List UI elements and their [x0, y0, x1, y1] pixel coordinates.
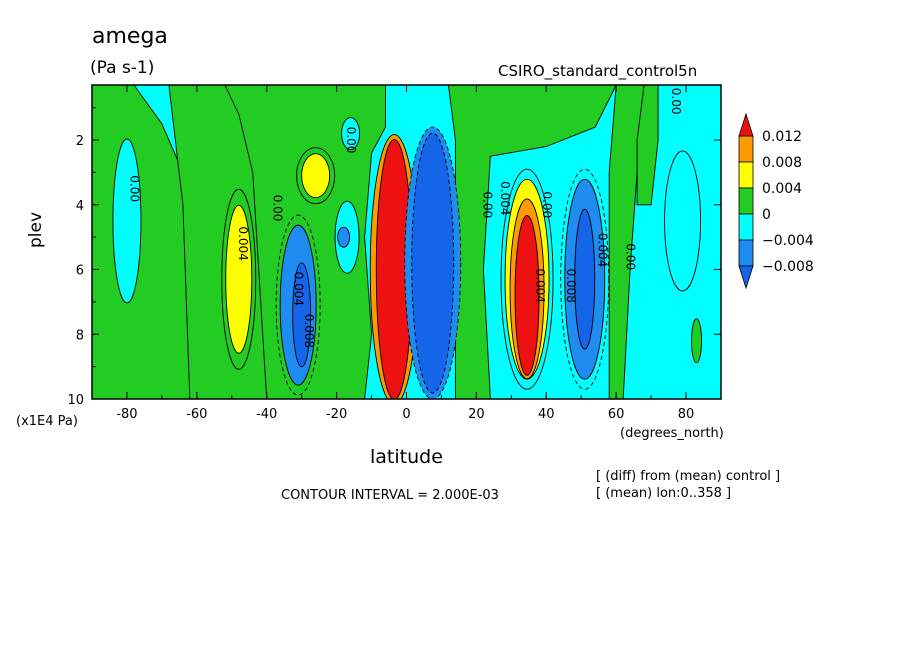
contour-label: 0.004 [596, 233, 610, 267]
lightblue-spot [337, 226, 351, 248]
x-tick-label: -20 [326, 407, 347, 422]
contour-label: 0.00 [540, 191, 554, 218]
contour-label: 0.00 [669, 88, 683, 115]
y-tick-label: 6 [76, 264, 84, 279]
chart-units: (Pa s-1) [90, 58, 155, 78]
contour-label: 0.004 [533, 269, 547, 303]
x-tick-label: 20 [468, 407, 485, 422]
contour-label: 0.004 [236, 226, 250, 260]
colorbar-top-arrow [738, 112, 754, 137]
chart-title: amega [92, 24, 168, 49]
contour-field [92, 85, 721, 399]
colorbar-bottom-arrow [738, 265, 754, 290]
yellow-cell-sh [225, 204, 253, 354]
cyan-cell-upper [341, 117, 361, 151]
axes: -80 -60 -40 -20 0 20 40 60 80 2 4 6 8 10 [67, 85, 722, 422]
colorbar: 0.012 0.008 0.004 0 −0.004 −0.008 [738, 112, 814, 290]
green-spot-north [691, 318, 702, 364]
x-tick-label: -40 [256, 407, 277, 422]
contour-interval-note: CONTOUR INTERVAL = 2.000E-03 [281, 488, 499, 503]
contour-label: 0.008 [564, 269, 578, 303]
red-cell-nh [514, 214, 540, 376]
contour-ring-sh [221, 188, 257, 370]
contour-ring-sh-neg [275, 214, 321, 396]
contour-label: 0.00 [127, 175, 141, 202]
x-tick-label: 80 [678, 407, 695, 422]
colorbar-segment [738, 213, 754, 241]
contour-ring-nh-neg [560, 168, 610, 390]
cyan-cell-sh-polar [112, 138, 142, 304]
contour-label: 0.00 [271, 195, 285, 222]
contour-ring-nh [500, 168, 554, 390]
yellow-cell-upper [301, 153, 331, 199]
cyan-cell-nh-polar [664, 150, 702, 292]
darkblue-cell-nh [574, 208, 596, 350]
x-axis-label: latitude [370, 446, 443, 468]
colorbar-label: 0 [762, 207, 771, 223]
y-tick-label: 10 [67, 393, 84, 408]
darkblue-cell-sh [292, 262, 312, 368]
contour-labels: 0.00 0.004 0.00 0.004 0.008 0.00 0.00 0.004 0.00… [127, 88, 683, 348]
mean-note: [ (mean) lon:0..358 ] [596, 486, 732, 501]
x-tick-label: 60 [608, 407, 625, 422]
colorbar-label: −0.004 [762, 233, 814, 249]
colorbar-segment [738, 187, 754, 215]
darkblue-equatorial [411, 132, 455, 394]
dataset-name: CSIRO_standard_control5n [498, 62, 698, 80]
green-region-far-north [636, 85, 659, 206]
y-tick-label: 8 [76, 328, 84, 343]
contour-label: 0.00 [480, 191, 494, 218]
y-tick-label: 2 [76, 134, 84, 149]
diff-note: [ (diff) from (mean) control ] [596, 469, 781, 484]
colorbar-segment [738, 161, 754, 189]
colorbar-label: 0.012 [762, 129, 802, 145]
x-tick-label: 0 [402, 407, 410, 422]
contour-label: 0.00 [624, 243, 638, 270]
colorbar-label: −0.008 [762, 259, 814, 275]
x-axis-units: (degrees_north) [620, 426, 724, 441]
contour-label: 0.008 [302, 314, 316, 348]
colorbar-label: 0.004 [762, 181, 802, 197]
x-tick-label: -80 [116, 407, 137, 422]
contour-label: 0.004 [498, 181, 512, 215]
y-tick-label: 4 [76, 199, 84, 214]
colorbar-segment [738, 135, 754, 163]
colorbar-label: 0.008 [762, 155, 802, 171]
y-axis-units: (x1E4 Pa) [16, 414, 78, 429]
colorbar-segment [738, 239, 754, 267]
x-tick-label: -60 [186, 407, 207, 422]
contour-ring-upper [296, 147, 336, 205]
x-tick-label: 40 [538, 407, 555, 422]
contour-label: 0.004 [292, 272, 306, 306]
contour-label: 0.00 [344, 127, 358, 154]
